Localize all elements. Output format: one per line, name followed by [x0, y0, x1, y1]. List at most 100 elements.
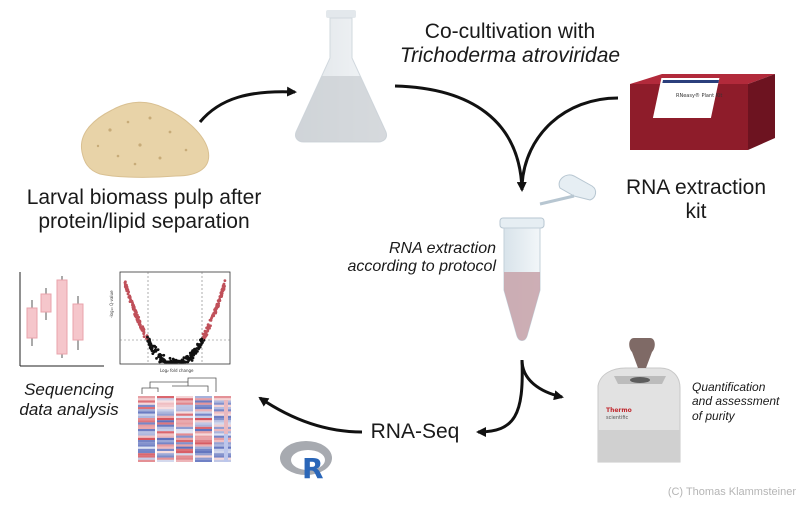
- heatmap-cell: [138, 402, 155, 405]
- heatmap-cell: [138, 413, 155, 416]
- heatmap-cell: [176, 435, 193, 438]
- heatmap-cell: [195, 424, 212, 427]
- heatmap-cell: [214, 418, 231, 421]
- heatmap-cell: [157, 442, 174, 445]
- seq-line2: data analysis: [19, 399, 119, 419]
- r-logo-letter: R: [302, 452, 324, 485]
- heatmap-cell: [195, 422, 212, 425]
- quant-line1: Quantification: [692, 380, 766, 394]
- heatmap-cell: [157, 433, 174, 436]
- heatmap-cell: [195, 398, 212, 401]
- volcano-ylabel: -log₁₀ Q-value: [109, 290, 114, 318]
- heatmap-cell: [195, 426, 212, 429]
- microcentrifuge-tube-icon: [499, 174, 597, 341]
- volcano-point: [200, 337, 204, 341]
- heatmap-cell: [195, 457, 212, 460]
- heatmap-cell: [176, 398, 193, 401]
- volcano-point: [142, 330, 146, 334]
- volcano-point: [148, 340, 152, 344]
- r-logo-icon: R: [280, 441, 332, 485]
- arrow-tube-to-device: [520, 359, 564, 401]
- heatmap-cell: [138, 426, 155, 429]
- cocultivation-line1: Co-cultivation with: [424, 20, 596, 43]
- heatmap-cell: [138, 404, 155, 407]
- heatmap-cell: [176, 420, 193, 423]
- volcano-point: [167, 360, 171, 364]
- volcano-point: [150, 347, 154, 350]
- volcano-point: [184, 360, 188, 364]
- heatmap-cell: [157, 444, 174, 447]
- heatmap-cell: [195, 418, 212, 421]
- biomass-pulp-icon: [80, 101, 210, 178]
- volcano-point: [185, 355, 188, 358]
- heatmap-cell: [214, 402, 231, 405]
- heatmap-cell: [214, 435, 231, 438]
- heatmap-cell: [176, 459, 193, 462]
- biomass-line1: Larval biomass pulp after: [26, 186, 262, 209]
- heatmap-cell: [138, 422, 155, 425]
- heatmap-cell: [157, 424, 174, 427]
- heatmap-cell: [176, 433, 193, 436]
- heatmap-cell: [138, 451, 155, 454]
- heatmap-cell: [214, 446, 231, 449]
- heatmap-cell: [214, 459, 231, 462]
- heatmap-cell: [176, 453, 193, 456]
- heatmap-cell: [157, 411, 174, 414]
- heatmap-cell: [195, 415, 212, 418]
- heatmap-cell: [176, 455, 193, 458]
- heatmap-cell: [138, 440, 155, 443]
- volcano-point: [162, 353, 166, 357]
- heatmap-cell: [214, 411, 231, 414]
- heatmap-cell: [157, 398, 174, 401]
- heatmap-cell: [176, 402, 193, 405]
- volcano-point: [201, 332, 205, 336]
- heatmap-cell: [195, 409, 212, 412]
- heatmap-cell: [214, 409, 231, 412]
- heatmap-cell: [157, 402, 174, 405]
- heatmap-cell: [157, 415, 174, 418]
- volcano-point: [201, 341, 204, 344]
- volcano-point: [216, 299, 220, 303]
- heatmap-cell: [176, 442, 193, 445]
- arrow-flask-to-tube: [394, 84, 527, 192]
- biomass-line2: protein/lipid separation: [38, 210, 250, 234]
- heatmap-cell: [157, 451, 174, 454]
- volcano-point: [181, 358, 185, 362]
- volcano-point: [123, 281, 127, 284]
- arrow-kit-to-tube: [520, 96, 619, 186]
- heatmap-cell: [176, 400, 193, 403]
- heatmap-cell: [157, 448, 174, 451]
- heatmap-cell: [176, 446, 193, 449]
- volcano-point: [154, 345, 158, 349]
- heatmap-cell: [214, 453, 231, 456]
- heatmap-cell: [195, 453, 212, 456]
- heatmap-cell: [138, 407, 155, 410]
- arrow-biomass-to-flask: [198, 86, 297, 123]
- volcano-point: [207, 323, 210, 327]
- volcano-point: [131, 301, 135, 305]
- heatmap-cell: [214, 457, 231, 460]
- heatmap-cell: [214, 396, 231, 399]
- volcano-point: [178, 360, 182, 364]
- volcano-point: [142, 327, 145, 330]
- volcano-point: [189, 357, 193, 361]
- volcano-point: [151, 352, 155, 355]
- heatmap-cell: [176, 404, 193, 407]
- heatmap-cell: [157, 409, 174, 412]
- heatmap-cell: [138, 448, 155, 451]
- quantification-label: Quantification and assessment of purity: [692, 380, 796, 423]
- heatmap-cell: [195, 402, 212, 405]
- volcano-point: [221, 284, 225, 288]
- heatmap-cell: [138, 409, 155, 412]
- quant-line3: of purity: [692, 408, 735, 423]
- heatmap-cell: [195, 437, 212, 440]
- heatmap-cell: [157, 440, 174, 443]
- volcano-point: [204, 330, 207, 333]
- heatmap-cell: [157, 457, 174, 460]
- heatmap-cell: [157, 435, 174, 438]
- heatmap-cell: [195, 455, 212, 458]
- volcano-point: [223, 279, 227, 282]
- heatmap-cell: [214, 407, 231, 410]
- heatmap-cell: [195, 448, 212, 451]
- heatmap-cell: [176, 451, 193, 454]
